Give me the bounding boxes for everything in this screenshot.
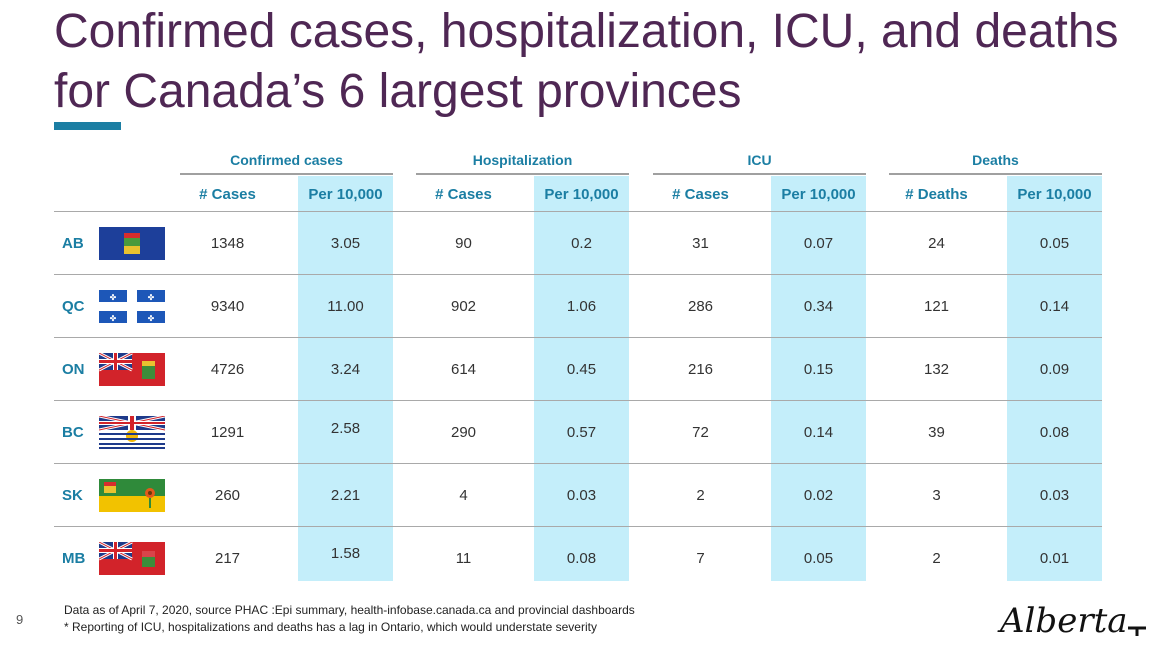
province-code: SK [62, 487, 83, 504]
cell-hospitalization: 11 [455, 550, 472, 567]
province-code: QC [62, 298, 85, 315]
cell-cases-per-10000: 1.58 [330, 545, 361, 562]
cell-hospitalization: 290 [450, 424, 477, 441]
province-code: AB [62, 235, 84, 252]
cell-hospitalization: 614 [450, 361, 477, 378]
cell-icu: 7 [696, 550, 705, 567]
per10k-highlight-icu [771, 176, 866, 581]
cell-icu: 216 [687, 361, 714, 378]
cell-deaths-per-10000: 0.14 [1039, 298, 1070, 315]
cell-cases-per-10000: 2.21 [330, 487, 361, 504]
cell-icu-per-10000: 0.15 [803, 361, 834, 378]
subheader-per-10000: Per 10,000 [544, 186, 619, 203]
subheader-per-10000: Per 10,000 [308, 186, 383, 203]
cell-cases: 260 [214, 487, 241, 504]
cell-hospitalization: 4 [459, 487, 468, 504]
cell-hospitalization-per-10000: 0.08 [566, 550, 597, 567]
subheader-deaths: # Deaths [905, 186, 968, 203]
slide-title: Confirmed cases, hospitalization, ICU, a… [54, 5, 1119, 118]
cell-deaths-per-10000: 0.05 [1039, 235, 1070, 252]
group-underline [653, 173, 866, 175]
svg-text:✤: ✤ [110, 293, 117, 302]
page-number: 9 [16, 612, 24, 627]
cell-deaths-per-10000: 0.08 [1039, 424, 1070, 441]
cell-icu: 286 [687, 298, 714, 315]
cell-cases-per-10000: 3.24 [330, 361, 361, 378]
svg-text:✤: ✤ [148, 314, 155, 323]
cell-icu-per-10000: 0.05 [803, 550, 834, 567]
svg-text:Alberta: Alberta [997, 601, 1128, 641]
subheader-cases: # Cases [672, 186, 729, 203]
subheader-per-10000: Per 10,000 [781, 186, 856, 203]
quebec-flag: ✤ ✤ ✤ ✤ [99, 290, 165, 323]
cell-cases: 1348 [210, 235, 245, 252]
province-code: MB [62, 550, 86, 567]
ontario-flag [99, 353, 165, 386]
cell-cases-per-10000: 11.00 [327, 298, 364, 315]
cell-hospitalization-per-10000: 0.57 [566, 424, 597, 441]
cell-icu-per-10000: 0.02 [803, 487, 834, 504]
cell-cases: 4726 [210, 361, 245, 378]
cell-deaths-per-10000: 0.01 [1039, 550, 1070, 567]
cell-deaths: 39 [928, 424, 945, 441]
province-code: BC [62, 424, 84, 441]
group-header-hospitalization: Hospitalization [472, 152, 573, 168]
per10k-highlight-hosp [534, 176, 629, 581]
cell-hospitalization-per-10000: 0.2 [571, 235, 592, 252]
group-underline [889, 173, 1102, 175]
cell-hospitalization: 902 [450, 298, 477, 315]
alberta-logo: Alberta [997, 601, 1146, 641]
cell-cases-per-10000: 3.05 [330, 235, 361, 252]
cell-icu-per-10000: 0.34 [803, 298, 834, 315]
cell-cases: 217 [214, 550, 241, 567]
cell-hospitalization-per-10000: 1.06 [566, 298, 597, 315]
per10k-highlight-deaths [1007, 176, 1102, 581]
cell-deaths-per-10000: 0.03 [1039, 487, 1070, 504]
cell-icu: 2 [696, 487, 705, 504]
cell-hospitalization: 90 [455, 235, 472, 252]
cell-cases-per-10000: 2.58 [330, 420, 361, 437]
cell-hospitalization-per-10000: 0.03 [566, 487, 597, 504]
province-code: ON [62, 361, 85, 378]
cell-deaths: 24 [928, 235, 945, 252]
cell-deaths: 3 [932, 487, 941, 504]
header-divider [54, 211, 1102, 212]
cell-icu: 72 [692, 424, 709, 441]
british-columbia-flag [99, 416, 165, 449]
subheader-per-10000: Per 10,000 [1017, 186, 1092, 203]
cell-hospitalization-per-10000: 0.45 [566, 361, 597, 378]
cell-icu-per-10000: 0.14 [803, 424, 834, 441]
cell-icu: 31 [692, 235, 709, 252]
cell-cases: 9340 [210, 298, 245, 315]
svg-text:✤: ✤ [148, 293, 155, 302]
group-underline [416, 173, 629, 175]
cell-cases: 1291 [210, 424, 245, 441]
svg-text:✤: ✤ [110, 314, 117, 323]
title-accent-bar [54, 122, 121, 130]
row-divider [54, 463, 1102, 464]
per10k-highlight-cases [298, 176, 393, 581]
group-underline [180, 173, 393, 175]
footnote-source: Data as of April 7, 2020, source PHAC :E… [64, 603, 635, 617]
group-header-deaths: Deaths [972, 152, 1019, 168]
row-divider [54, 337, 1102, 338]
subheader-cases: # Cases [435, 186, 492, 203]
saskatchewan-flag [99, 479, 165, 512]
group-header-icu: ICU [747, 152, 772, 168]
cell-icu-per-10000: 0.07 [803, 235, 834, 252]
cell-deaths: 2 [932, 550, 941, 567]
subheader-cases: # Cases [199, 186, 256, 203]
manitoba-flag [99, 542, 165, 575]
alberta-flag [99, 227, 165, 260]
group-header-confirmed-cases: Confirmed cases [230, 152, 343, 168]
footnote-lag: * Reporting of ICU, hospitalizations and… [64, 620, 597, 634]
cell-deaths-per-10000: 0.09 [1039, 361, 1070, 378]
row-divider [54, 274, 1102, 275]
cell-deaths: 132 [923, 361, 950, 378]
cell-deaths: 121 [923, 298, 950, 315]
row-divider [54, 400, 1102, 401]
row-divider [54, 526, 1102, 527]
